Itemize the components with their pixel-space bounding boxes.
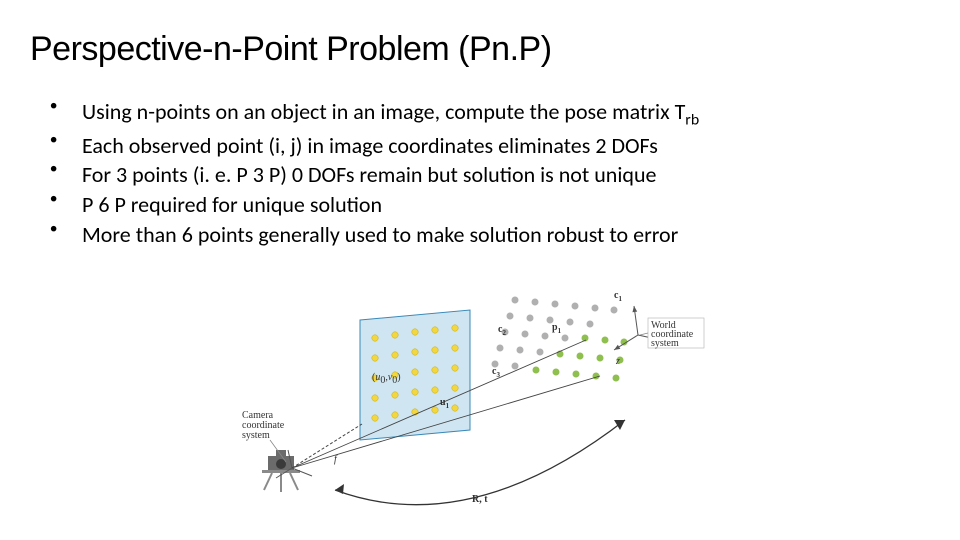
f-label: f <box>334 454 338 465</box>
bullet-text: Each observed point (i, j) in image coor… <box>82 132 658 159</box>
bullet-item: More than 6 points generally used to mak… <box>50 220 930 250</box>
pnp-diagram-svg: f (u0,v0) u1 p1 c1 c2 c3 z World coordin… <box>240 280 720 510</box>
svg-text:system: system <box>651 338 679 349</box>
bullet-sub: rb <box>685 110 699 129</box>
p1-label: p1 <box>552 322 562 335</box>
c1-label: c1 <box>614 290 622 303</box>
pnp-diagram: f (u0,v0) u1 p1 c1 c2 c3 z World coordin… <box>240 280 720 510</box>
focal-length-line <box>292 424 362 468</box>
bullet-list: Using n-points on an object in an image,… <box>50 97 930 250</box>
rt-arrowhead-left <box>335 484 344 494</box>
bullet-item: Using n-points on an object in an image,… <box>50 97 930 131</box>
rt-label: R, t <box>472 494 488 505</box>
c2-label: c2 <box>498 324 506 337</box>
c3-label: c3 <box>492 366 500 379</box>
bullet-item: P 6 P required for unique solution <box>50 190 930 220</box>
bullet-item: For 3 points (i. e. P 3 P) 0 DOFs remain… <box>50 160 930 190</box>
bullet-item: Each observed point (i, j) in image coor… <box>50 131 930 161</box>
world-coord-label: World coordinate system <box>640 318 704 349</box>
rt-arrowhead-right <box>614 420 625 430</box>
bullet-text: Using n-points on an object in an image,… <box>82 98 685 125</box>
svg-text:system: system <box>242 430 270 441</box>
camera-icon <box>262 450 300 492</box>
z-axis-label: z <box>615 356 620 367</box>
world-green-dots <box>533 335 628 382</box>
bullet-text: P 6 P required for unique solution <box>82 191 382 218</box>
bullet-text: More than 6 points generally used to mak… <box>82 221 678 248</box>
bullet-text: For 3 points (i. e. P 3 P) 0 DOFs remain… <box>82 161 656 188</box>
slide-title: Perspective-n-Point Problem (Pn.P) <box>30 30 930 69</box>
